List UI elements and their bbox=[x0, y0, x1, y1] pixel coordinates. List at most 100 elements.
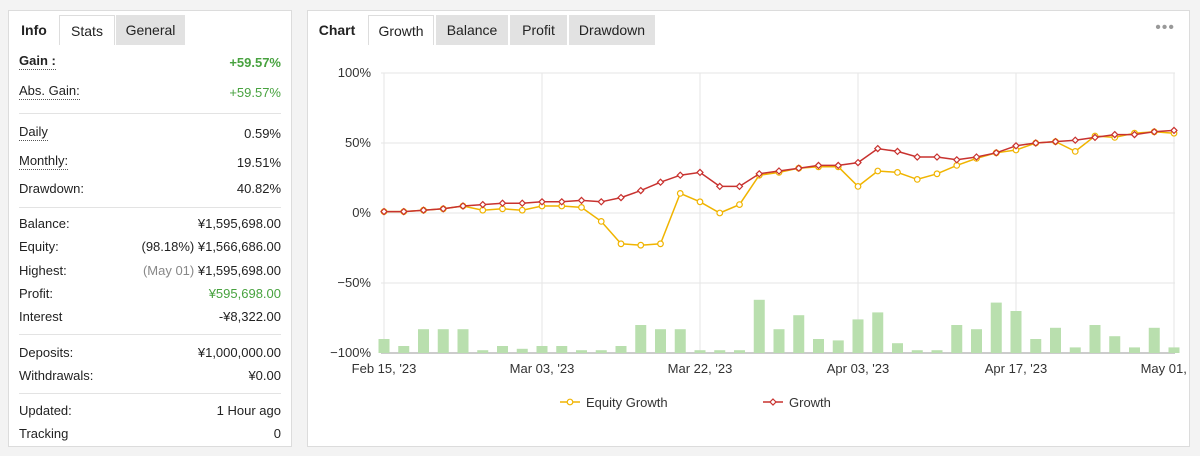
x-tick-label: Mar 03, '23 bbox=[510, 361, 575, 376]
activity-bar bbox=[872, 312, 884, 353]
activity-bar bbox=[911, 350, 923, 353]
growth-point bbox=[459, 202, 467, 210]
activity-bar bbox=[457, 329, 469, 353]
y-tick-label: 0% bbox=[352, 205, 371, 220]
growth-point bbox=[419, 206, 428, 215]
growth-chart: 100% 50% 0% −50% −100%Feb 15, '23 Mar 03, '23… bbox=[330, 65, 1189, 410]
drawdown-row: Drawdown: 40.82% bbox=[19, 179, 281, 199]
growth-point bbox=[1110, 130, 1119, 139]
divider bbox=[19, 207, 281, 208]
equity-label: Equity: bbox=[19, 239, 59, 254]
growth-point bbox=[775, 167, 783, 175]
growth-point bbox=[1091, 133, 1099, 142]
activity-bar bbox=[378, 339, 390, 353]
activity-bar bbox=[813, 339, 824, 353]
tab-chart[interactable]: Chart bbox=[308, 15, 366, 45]
balance-label: Balance: bbox=[19, 216, 70, 231]
chart-tabs: Chart Growth Balance Profit Drawdown ••• bbox=[308, 11, 1189, 45]
growth-point bbox=[933, 153, 941, 161]
equity-row: Equity: (98.18%) ¥1,566,686.00 bbox=[19, 237, 281, 257]
growth-point bbox=[873, 144, 882, 153]
activity-bar bbox=[615, 346, 627, 353]
legend-marker bbox=[566, 398, 574, 406]
growth-point bbox=[538, 197, 546, 206]
gain-value: +59.57% bbox=[229, 55, 281, 70]
profit-value: ¥595,698.00 bbox=[208, 286, 281, 301]
activity-bar bbox=[655, 329, 666, 353]
equity-growth-point bbox=[617, 240, 625, 248]
monthly-row: Monthly: 19.51% bbox=[19, 153, 281, 173]
x-tick-label: Feb 15, '23 bbox=[352, 361, 417, 376]
abs-gain-row: Abs. Gain: +59.57% bbox=[19, 83, 281, 103]
activity-bar bbox=[753, 299, 765, 353]
x-tick-label: Apr 03, '23 bbox=[827, 361, 889, 376]
legend-item-equity-growth[interactable]: Equity Growth bbox=[560, 395, 668, 410]
activity-bar bbox=[595, 350, 607, 353]
deposits-label: Deposits: bbox=[19, 345, 74, 360]
divider bbox=[19, 113, 281, 114]
growth-point bbox=[1071, 136, 1080, 145]
growth-point bbox=[380, 207, 388, 216]
highest-value-group: (May 01) ¥1,595,698.00 bbox=[143, 261, 281, 281]
abs-gain-value: +59.57% bbox=[229, 85, 281, 100]
abs-gain-label[interactable]: Abs. Gain: bbox=[19, 83, 80, 100]
activity-bar bbox=[1109, 336, 1121, 353]
activity-bar bbox=[714, 350, 726, 353]
divider bbox=[19, 334, 281, 335]
activity-bar bbox=[1010, 311, 1022, 353]
growth-point bbox=[992, 148, 1001, 157]
tab-growth[interactable]: Growth bbox=[368, 15, 434, 45]
growth-point bbox=[1012, 141, 1020, 150]
equity-growth-point bbox=[736, 201, 743, 209]
equity-growth-point bbox=[637, 241, 645, 249]
equity-growth-line bbox=[384, 131, 1175, 246]
activity-bar bbox=[832, 340, 844, 353]
equity-growth-point bbox=[894, 168, 901, 176]
growth-point bbox=[478, 200, 487, 209]
growth-point bbox=[676, 171, 685, 180]
tab-balance[interactable]: Balance bbox=[436, 15, 508, 45]
growth-point bbox=[1130, 130, 1139, 139]
legend-item-growth[interactable]: Growth bbox=[763, 395, 831, 410]
tab-drawdown[interactable]: Drawdown bbox=[569, 15, 655, 45]
growth-point bbox=[617, 193, 625, 202]
growth-point bbox=[814, 161, 823, 170]
tab-general[interactable]: General bbox=[116, 15, 185, 45]
gain-label[interactable]: Gain : bbox=[19, 53, 56, 70]
equity-growth-point bbox=[597, 217, 605, 225]
equity-growth-point bbox=[676, 189, 684, 197]
activity-bar bbox=[793, 315, 805, 353]
activity-bar bbox=[773, 329, 785, 353]
equity-percent: (98.18%) bbox=[141, 239, 195, 254]
deposits-value: ¥1,000,000.00 bbox=[197, 345, 281, 360]
activity-bar bbox=[418, 329, 429, 353]
activity-bar bbox=[1129, 347, 1140, 353]
activity-bar bbox=[951, 325, 963, 353]
y-tick-label: −50% bbox=[337, 275, 371, 290]
daily-label[interactable]: Daily bbox=[19, 124, 48, 141]
activity-bar bbox=[1168, 347, 1180, 353]
daily-row: Daily 0.59% bbox=[19, 124, 281, 144]
more-dots-icon[interactable]: ••• bbox=[1155, 19, 1175, 36]
growth-point bbox=[597, 197, 606, 206]
balance-value: ¥1,595,698.00 bbox=[197, 216, 281, 231]
tab-stats[interactable]: Stats bbox=[59, 15, 115, 45]
tracking-value: 0 bbox=[273, 426, 281, 441]
drawdown-value: 40.82% bbox=[236, 181, 281, 196]
daily-value: 0.59% bbox=[244, 126, 281, 141]
legend-label: Equity Growth bbox=[586, 395, 668, 410]
activity-bar bbox=[516, 348, 528, 353]
tab-info[interactable]: Info bbox=[9, 15, 59, 45]
x-tick-label: Apr 17, '23 bbox=[985, 361, 1047, 376]
growth-point bbox=[656, 178, 665, 187]
highest-label: Highest: bbox=[19, 263, 67, 278]
activity-bar bbox=[437, 329, 449, 353]
growth-point bbox=[1150, 127, 1159, 136]
activity-bar bbox=[635, 325, 647, 353]
activity-bar bbox=[477, 350, 489, 353]
activity-bar bbox=[497, 346, 508, 353]
tab-profit[interactable]: Profit bbox=[510, 15, 567, 45]
growth-point bbox=[498, 199, 507, 208]
legend-label: Growth bbox=[789, 395, 831, 410]
monthly-label[interactable]: Monthly: bbox=[19, 153, 69, 170]
